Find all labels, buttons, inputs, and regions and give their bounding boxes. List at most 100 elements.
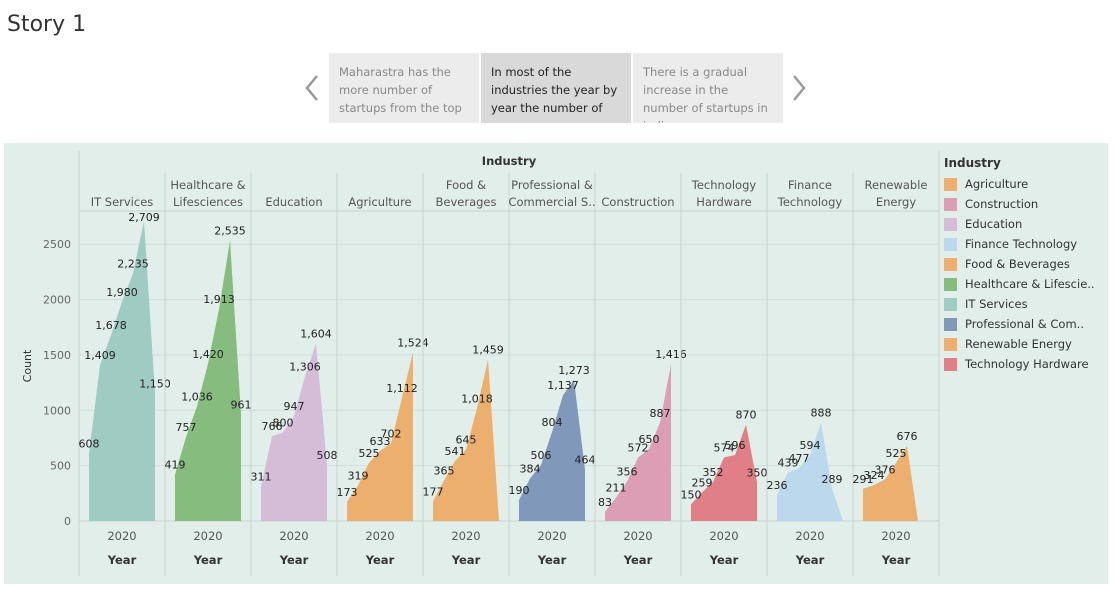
x-tick-label: 2020 (107, 529, 136, 543)
data-label: 650 (639, 433, 660, 446)
industry-header: Education (265, 195, 322, 209)
data-label: 702 (381, 427, 402, 440)
data-label: 1,137 (547, 379, 579, 392)
x-axis-title: Year (795, 553, 825, 567)
data-label: 419 (165, 459, 186, 472)
story-point-3[interactable]: There is a gradual increase in the numbe… (633, 53, 783, 123)
data-label: 888 (811, 407, 832, 420)
legend-item[interactable]: Technology Hardware (944, 354, 1095, 374)
column-header-title: Industry (482, 154, 537, 168)
industry-header: Agriculture (348, 195, 411, 209)
data-label: 508 (317, 449, 338, 462)
data-label: 757 (176, 421, 197, 434)
legend-item[interactable]: Construction (944, 194, 1095, 214)
chevron-left-icon[interactable] (302, 72, 322, 104)
data-label: 1,678 (95, 319, 127, 332)
data-label: 190 (509, 484, 530, 497)
visualization-area: 0 500 1000 1500 2000 2500 Count Industry IT Serv… (4, 143, 1108, 584)
legend-label: Agriculture (965, 177, 1029, 191)
data-label: 236 (767, 479, 788, 492)
x-axis-title: Year (709, 553, 739, 567)
data-label: 211 (606, 482, 627, 495)
x-axis-title: Year (279, 553, 309, 567)
data-label: 311 (251, 471, 272, 484)
data-label: 1,420 (192, 348, 224, 361)
data-label: 150 (681, 488, 702, 501)
data-label: 173 (337, 486, 358, 499)
data-label: 800 (273, 416, 294, 429)
legend-swatch (944, 337, 957, 351)
legend-title: Industry (944, 156, 1001, 170)
data-label: 633 (370, 435, 391, 448)
legend-item[interactable]: Healthcare & Lifescie.. (944, 274, 1095, 294)
legend-label: Healthcare & Lifescie.. (965, 277, 1095, 291)
industry-header: Food & (446, 178, 486, 192)
area-series (433, 359, 499, 521)
legend-label: Food & Beverages (965, 257, 1070, 271)
data-label: 947 (284, 400, 305, 413)
data-label: 384 (520, 462, 541, 475)
data-label: 541 (445, 445, 466, 458)
legend-item[interactable]: Education (944, 214, 1095, 234)
area-series (691, 424, 757, 521)
legend-item[interactable]: IT Services (944, 294, 1095, 314)
data-label: 352 (703, 466, 724, 479)
legend-label: IT Services (965, 297, 1028, 311)
story-title: Story 1 (7, 12, 87, 37)
data-label: 2,535 (214, 224, 246, 237)
y-tick-label: 2000 (43, 294, 71, 307)
legend-swatch (944, 217, 957, 231)
data-label: 1,112 (386, 382, 418, 395)
industry-header: Professional & (511, 178, 593, 192)
y-tick-label: 2500 (43, 238, 71, 251)
legend-label: Education (965, 217, 1023, 231)
legend-item[interactable]: Finance Technology (944, 234, 1095, 254)
x-axis-title: Year (537, 553, 567, 567)
x-axis-title: Year (881, 553, 911, 567)
legend-item[interactable]: Renewable Energy (944, 334, 1095, 354)
data-label: 464 (575, 454, 596, 467)
x-axis-title: Year (365, 553, 395, 567)
data-label: 961 (231, 399, 252, 412)
y-tick-label: 0 (64, 515, 71, 528)
data-label: 804 (542, 416, 563, 429)
legend: Industry Agriculture Construction Educatio… (944, 156, 1095, 374)
legend-item[interactable]: Professional & Com.. (944, 314, 1095, 334)
data-label: 608 (79, 438, 100, 451)
data-label: 766 (262, 420, 283, 433)
industry-header: Energy (876, 195, 916, 209)
industry-header: Lifesciences (173, 195, 243, 209)
data-label: 1,409 (84, 349, 116, 362)
legend-swatch (944, 177, 957, 191)
data-label: 350 (747, 466, 768, 479)
y-tick-label: 1500 (43, 349, 71, 362)
x-axis-title: Year (193, 553, 223, 567)
industry-header: Technology (691, 178, 757, 192)
data-label: 291 (853, 473, 874, 486)
industry-header: Commercial S.. (508, 195, 595, 209)
data-label: 289 (822, 473, 843, 486)
legend-item[interactable]: Food & Beverages (944, 254, 1095, 274)
data-label: 525 (886, 447, 907, 460)
story-point-2[interactable]: In most of the industries the year by ye… (481, 53, 631, 123)
data-label: 439 (778, 456, 799, 469)
industry-header: Healthcare & (170, 178, 245, 192)
chevron-right-icon[interactable] (789, 72, 809, 104)
data-label: 1,913 (203, 293, 235, 306)
data-label: 594 (800, 439, 821, 452)
legend-item[interactable]: Agriculture (944, 174, 1095, 194)
data-label: 356 (617, 466, 638, 479)
data-label: 870 (736, 409, 757, 422)
data-label: 376 (875, 463, 896, 476)
data-label: 1,273 (558, 364, 590, 377)
data-label: 506 (531, 449, 552, 462)
data-label: 525 (359, 447, 380, 460)
area-series (519, 380, 585, 521)
industry-header: Renewable (865, 178, 928, 192)
data-label: 324 (864, 469, 885, 482)
legend-swatch (944, 277, 957, 291)
story-point-1[interactable]: Maharastra has the more number of startu… (329, 53, 479, 123)
data-label: 676 (897, 430, 918, 443)
industry-header: Hardware (696, 195, 752, 209)
x-tick-label: 2020 (451, 529, 480, 543)
